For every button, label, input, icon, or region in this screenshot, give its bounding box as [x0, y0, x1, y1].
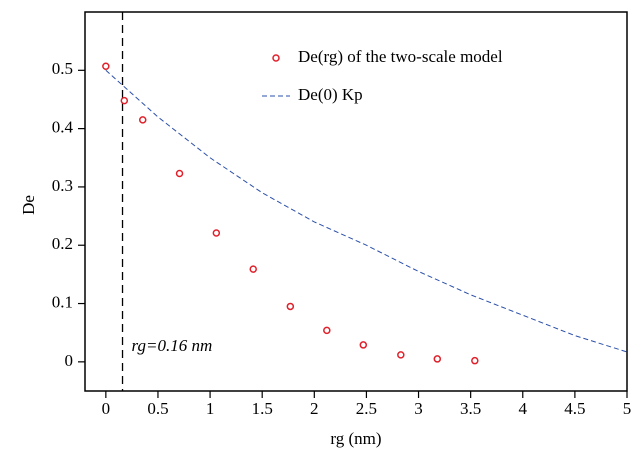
data-point — [212, 229, 221, 237]
plot-frame — [84, 11, 628, 392]
y-tick-label: 0.2 — [52, 234, 73, 253]
x-tick-label: 1.5 — [252, 399, 273, 418]
data-line — [105, 69, 628, 353]
y-tick-label: 0.3 — [52, 176, 73, 195]
x-axis-label: rg (nm) — [330, 429, 381, 448]
x-tick-label: 3.5 — [460, 399, 481, 418]
x-tick-label: 3 — [414, 399, 423, 418]
legend-label: De(0) Kp — [298, 85, 363, 104]
data-point — [286, 302, 295, 311]
x-tick-label: 5 — [623, 399, 631, 418]
data-point — [120, 96, 129, 105]
data-point — [433, 355, 442, 363]
legend-label: De(rg) of the two-scale model — [298, 47, 503, 66]
x-tick-label: 4.5 — [564, 399, 585, 418]
legend-marker — [272, 54, 280, 62]
y-tick-label: 0.1 — [52, 292, 73, 311]
y-tick-label: 0.5 — [52, 59, 73, 78]
y-axis-label: De — [19, 195, 38, 215]
x-tick-label: 0.5 — [147, 399, 168, 418]
data-point — [138, 116, 147, 124]
x-tick-label: 2.5 — [356, 399, 377, 418]
x-tick-label: 1 — [206, 399, 215, 418]
data-point — [359, 341, 368, 349]
data-point — [102, 62, 110, 70]
data-point — [175, 169, 184, 178]
x-tick-label: 2 — [310, 399, 319, 418]
y-tick-label: 0 — [65, 351, 74, 370]
data-point — [323, 326, 331, 335]
data-point — [397, 351, 405, 359]
data-point — [471, 356, 479, 365]
x-tick-label: 4 — [519, 399, 528, 418]
data-point — [249, 265, 257, 273]
y-tick-label: 0.4 — [52, 118, 74, 137]
x-tick-label: 0 — [102, 399, 111, 418]
annotation: rg=0.16 nm — [132, 336, 213, 355]
